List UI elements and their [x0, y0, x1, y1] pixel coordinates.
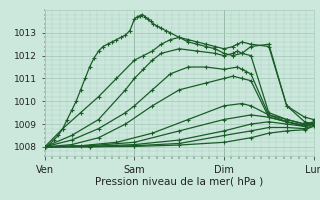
X-axis label: Pression niveau de la mer( hPa ): Pression niveau de la mer( hPa )	[95, 176, 263, 186]
